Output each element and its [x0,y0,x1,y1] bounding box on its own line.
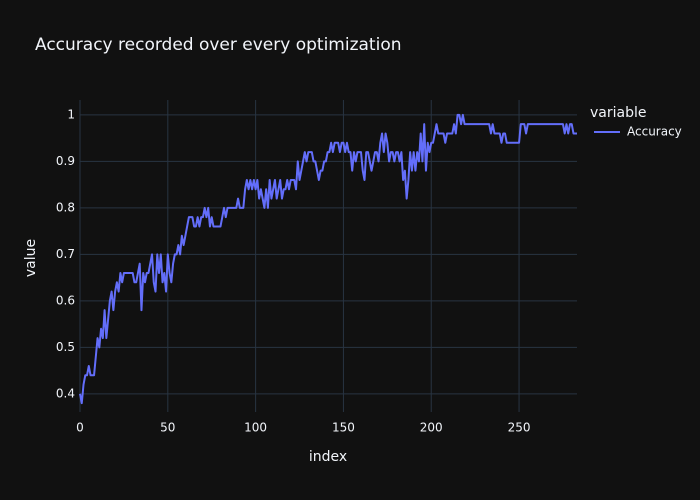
x-tick-label: 100 [244,421,267,435]
chart-title: Accuracy recorded over every optimizatio… [35,35,402,55]
legend-label: Accuracy [627,125,682,139]
x-tick-label: 150 [332,421,355,435]
x-axis-title: index [309,449,347,465]
x-tick-label: 50 [160,421,175,435]
x-tick-label: 250 [508,421,531,435]
y-tick-label: 0.6 [56,293,75,307]
x-tick-label: 200 [420,421,443,435]
data-line [79,113,577,405]
legend-title: variable [590,105,646,121]
y-tick-label: 0.9 [56,154,75,168]
x-tick-label: 0 [76,421,84,435]
y-tick-label: 1 [67,107,75,121]
y-axis-title: value [23,239,39,277]
y-tick-label: 0.7 [56,247,75,261]
y-tick-label: 0.4 [56,386,75,400]
y-tick-label: 0.5 [56,340,75,354]
y-tick-label: 0.8 [56,200,75,214]
